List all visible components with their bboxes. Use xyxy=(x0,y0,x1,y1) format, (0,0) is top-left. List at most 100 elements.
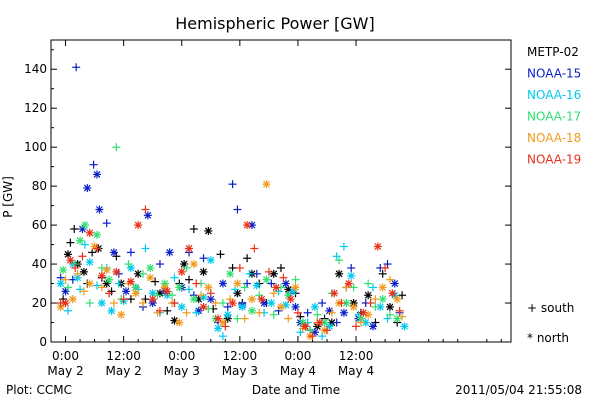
south-marker xyxy=(109,299,118,308)
y-tick-label: 0 xyxy=(39,335,47,349)
south-marker xyxy=(192,308,201,317)
south-marker xyxy=(371,295,380,304)
south-marker xyxy=(279,273,288,282)
north-marker xyxy=(102,265,111,274)
south-marker xyxy=(151,277,160,286)
south-marker xyxy=(63,283,72,292)
x-tick-time-label: 0:00 xyxy=(52,349,79,363)
south-marker xyxy=(335,256,344,265)
north-marker xyxy=(252,281,261,290)
south-marker xyxy=(337,299,346,308)
x-axis-label: Date and Time xyxy=(252,383,340,397)
south-marker xyxy=(197,291,206,300)
y-axis-label: P [GW] xyxy=(1,176,15,218)
south-marker xyxy=(72,63,81,72)
south-marker xyxy=(206,289,215,298)
x-tick-date-label: May 2 xyxy=(105,364,141,378)
x-tick-date-label: May 4 xyxy=(338,364,374,378)
y-tick-label: 40 xyxy=(32,257,47,271)
south-marker xyxy=(240,283,249,292)
north-marker xyxy=(189,295,198,304)
south-marker xyxy=(245,269,254,278)
y-axis: 0 20 40 60 80 100 120 140 xyxy=(24,49,511,349)
south-marker xyxy=(240,314,249,323)
south-marker xyxy=(277,263,285,272)
south-marker xyxy=(126,295,135,304)
south-marker xyxy=(66,238,75,247)
north-marker xyxy=(335,269,344,278)
north-marker xyxy=(223,310,232,319)
south-marker xyxy=(192,279,201,288)
south-marker xyxy=(105,289,114,298)
north-marker xyxy=(61,299,70,308)
north-marker xyxy=(243,221,252,230)
north-marker xyxy=(175,283,184,292)
north-marker xyxy=(109,248,118,257)
south-marker xyxy=(291,275,300,284)
north-marker xyxy=(262,275,271,284)
north-marker xyxy=(85,279,94,288)
north-marker xyxy=(269,269,278,278)
x-tick-time-label: 0:00 xyxy=(284,349,311,363)
south-marker xyxy=(211,299,220,308)
south-marker xyxy=(218,299,227,308)
north-marker xyxy=(117,310,126,319)
legend-item: NOAA-15 xyxy=(527,67,581,81)
north-marker xyxy=(393,314,402,323)
north-marker xyxy=(378,283,387,292)
north-marker xyxy=(378,295,387,304)
south-marker xyxy=(269,310,278,319)
north-marker xyxy=(247,306,256,315)
south-marker xyxy=(139,299,147,308)
north-marker xyxy=(177,267,186,276)
south-marker xyxy=(73,269,82,278)
south-marker xyxy=(163,306,172,315)
south-marker xyxy=(218,332,227,341)
marker-legend: + south * north xyxy=(527,301,574,345)
south-marker xyxy=(267,279,276,288)
north-marker xyxy=(267,299,276,308)
x-tick-date-label: May 2 xyxy=(47,364,83,378)
south-marker xyxy=(114,279,123,288)
legend: METP-02 NOAA-15 NOAA-16 NOAA-17 NOAA-18 NOAA-… xyxy=(527,45,581,167)
north-marker xyxy=(339,308,348,317)
south-marker xyxy=(327,308,336,317)
south-marker xyxy=(313,310,322,319)
y-tick-label: 20 xyxy=(32,296,47,310)
south-marker xyxy=(395,306,404,315)
south-marker xyxy=(89,160,98,169)
south-marker xyxy=(356,318,365,327)
south-marker xyxy=(93,281,101,290)
south-marker xyxy=(63,306,72,315)
north-marker xyxy=(385,302,394,311)
south-marker xyxy=(250,244,259,253)
y-tick-label: 80 xyxy=(32,179,47,193)
north-marker xyxy=(344,279,353,288)
south-marker xyxy=(318,299,327,308)
south-marker xyxy=(369,283,377,292)
south-marker xyxy=(119,295,128,304)
chart-title: Hemispheric Power [GW] xyxy=(175,14,374,33)
south-marker xyxy=(170,273,179,282)
north-marker xyxy=(122,287,131,296)
south-marker xyxy=(126,248,135,257)
south-marker xyxy=(93,244,101,253)
south-marker xyxy=(78,252,87,261)
south-marker xyxy=(61,275,70,284)
south-marker xyxy=(139,269,147,278)
south-marker xyxy=(398,291,407,300)
north-marker xyxy=(199,267,208,276)
north-marker xyxy=(369,322,377,331)
south-marker xyxy=(264,267,273,276)
north-marker xyxy=(277,302,285,311)
north-marker xyxy=(95,205,104,214)
north-marker xyxy=(68,295,77,304)
north-marker xyxy=(126,277,135,286)
y-tick-label: 60 xyxy=(32,218,47,232)
south-marker xyxy=(323,326,331,335)
north-marker xyxy=(146,263,155,272)
north-marker xyxy=(107,306,116,315)
north-marker xyxy=(214,324,223,333)
legend-item: NOAA-17 xyxy=(527,110,581,124)
